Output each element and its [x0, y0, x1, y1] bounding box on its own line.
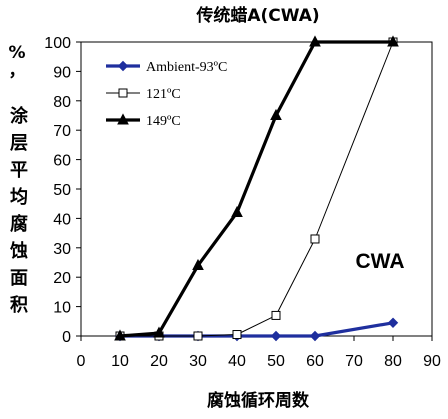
data-point-triangle	[192, 258, 204, 270]
y-tick-label: 70	[53, 123, 71, 140]
x-axis-label: 腐蚀循环周数	[207, 390, 310, 411]
y-tick-label: 40	[53, 211, 71, 228]
data-point-diamond	[270, 330, 282, 342]
y-axis-label-unit: %	[8, 43, 25, 63]
x-tick-label: 20	[150, 353, 168, 370]
y-axis-label-char: 面	[10, 268, 28, 289]
data-point-square	[118, 88, 128, 98]
data-point-diamond	[309, 330, 321, 342]
y-tick-label: 90	[53, 64, 71, 81]
x-tick-label: 90	[423, 353, 441, 370]
x-tick-label: 70	[345, 353, 363, 370]
legend-item: 121ºC	[106, 87, 181, 102]
legend-item: Ambient-93ºC	[106, 60, 227, 75]
series-2	[115, 37, 398, 341]
x-tick-label: 30	[189, 353, 207, 370]
legend-item: 149ºC	[106, 113, 181, 129]
data-point-square	[193, 331, 203, 341]
x-tick-label: 0	[77, 353, 86, 370]
y-axis-label-char: 平	[10, 160, 28, 181]
legend-label: Ambient-93ºC	[146, 60, 227, 75]
y-axis-label-char: 层	[10, 133, 28, 154]
data-point-square	[271, 310, 281, 320]
data-point-triangle	[231, 205, 243, 218]
chart-title: 传统蜡A(CWA)	[195, 5, 319, 26]
series-3	[114, 35, 399, 341]
x-axis-ticks: 0 10 20 30 40 50 60 70 80 90	[77, 336, 441, 370]
x-tick-label: 50	[267, 353, 285, 370]
plot-frame	[80, 41, 433, 337]
y-axis-label-char: 积	[10, 295, 28, 316]
data-point-triangle	[153, 326, 165, 338]
data-point-diamond	[387, 317, 399, 328]
data-point-diamond	[117, 60, 129, 72]
data-point-square	[232, 330, 242, 340]
x-tick-label: 40	[228, 353, 246, 370]
y-tick-label: 100	[44, 35, 71, 52]
y-axis-label-comma: ，	[9, 61, 26, 81]
data-point-triangle	[270, 108, 282, 120]
y-tick-label: 50	[53, 182, 71, 199]
x-tick-label: 80	[384, 353, 402, 370]
y-tick-label: 10	[53, 300, 71, 317]
data-point-triangle	[114, 329, 126, 341]
series-layer	[114, 35, 399, 342]
y-tick-label: 0	[62, 329, 71, 346]
x-tick-label: 10	[111, 353, 129, 370]
x-tick-label: 60	[306, 353, 324, 370]
y-tick-label: 80	[53, 94, 71, 111]
plot-area-border	[80, 41, 433, 337]
y-tick-label: 60	[53, 153, 71, 170]
data-point-square	[310, 234, 320, 244]
legend-label: 149ºC	[146, 114, 181, 129]
data-point-triangle	[387, 35, 399, 47]
y-axis-label-char: 腐	[10, 213, 28, 235]
y-axis-label-char: 均	[10, 186, 28, 208]
y-axis-label-char: 涂	[10, 105, 29, 127]
y-tick-label: 30	[53, 241, 71, 258]
data-point-triangle	[117, 113, 129, 125]
chart-annotation: CWA	[356, 250, 405, 273]
y-axis-label-char: 蚀	[9, 240, 28, 262]
data-point-triangle	[309, 35, 321, 47]
y-axis-ticks: 0 10 20 30 40 50 60 70 80 90 100	[44, 35, 81, 346]
legend: Ambient-93ºC 121ºC 149ºC	[106, 60, 227, 129]
y-tick-label: 20	[53, 270, 71, 287]
legend-label: 121ºC	[146, 87, 181, 102]
